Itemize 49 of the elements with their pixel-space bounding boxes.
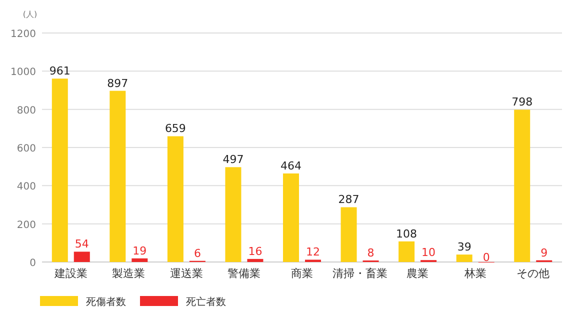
bar (167, 136, 184, 262)
bar (456, 254, 472, 262)
data-label: 16 (248, 244, 262, 258)
data-label: 287 (338, 193, 360, 206)
x-tick-label: 建設業 (53, 267, 88, 280)
data-label: 108 (396, 227, 418, 240)
data-label: 39 (457, 240, 472, 254)
data-label: 659 (164, 122, 186, 136)
x-tick-label: 農業 (406, 267, 429, 280)
data-label: 19 (132, 244, 147, 258)
bar (52, 78, 68, 262)
data-label: 0 (482, 251, 490, 264)
bar (225, 167, 242, 262)
y-tick-label: 1000 (10, 67, 36, 78)
bar (514, 110, 530, 262)
y-tick-label: 1200 (10, 29, 36, 40)
data-label: 9 (540, 246, 548, 260)
x-tick-label: 運送業 (170, 267, 203, 280)
bar (132, 258, 148, 262)
x-tick-label: 警備業 (228, 267, 261, 280)
data-label: 497 (222, 153, 244, 166)
data-label: 897 (107, 76, 128, 90)
bar (247, 258, 264, 262)
x-tick-label: その他 (516, 267, 550, 280)
y-tick-label: 600 (16, 144, 36, 154)
bar (340, 207, 357, 262)
data-label: 961 (49, 64, 70, 78)
y-axis-title: (人) (22, 10, 38, 19)
bar (110, 90, 126, 262)
y-tick-label: 0 (30, 258, 36, 269)
data-label: 798 (512, 96, 533, 109)
y-tick-label: 200 (16, 220, 36, 231)
legend-label: 死傷者数 (86, 296, 126, 308)
y-tick-label: 400 (16, 182, 36, 193)
data-label: 10 (422, 246, 436, 260)
data-label: 54 (74, 238, 89, 251)
bar (74, 252, 90, 262)
x-tick-label: 清掃・畜業 (332, 267, 388, 280)
y-tick-label: 800 (16, 105, 36, 116)
bar (398, 241, 415, 262)
x-tick-label: 林業 (463, 267, 486, 280)
data-label: 6 (194, 246, 201, 260)
x-tick-label: 商業 (291, 267, 313, 280)
data-label: 8 (367, 246, 374, 260)
data-label: 12 (306, 246, 320, 259)
data-label: 464 (280, 159, 302, 172)
x-tick-label: 製造業 (112, 267, 146, 280)
bar (283, 173, 299, 262)
legend-label: 死亡者数 (186, 296, 226, 308)
